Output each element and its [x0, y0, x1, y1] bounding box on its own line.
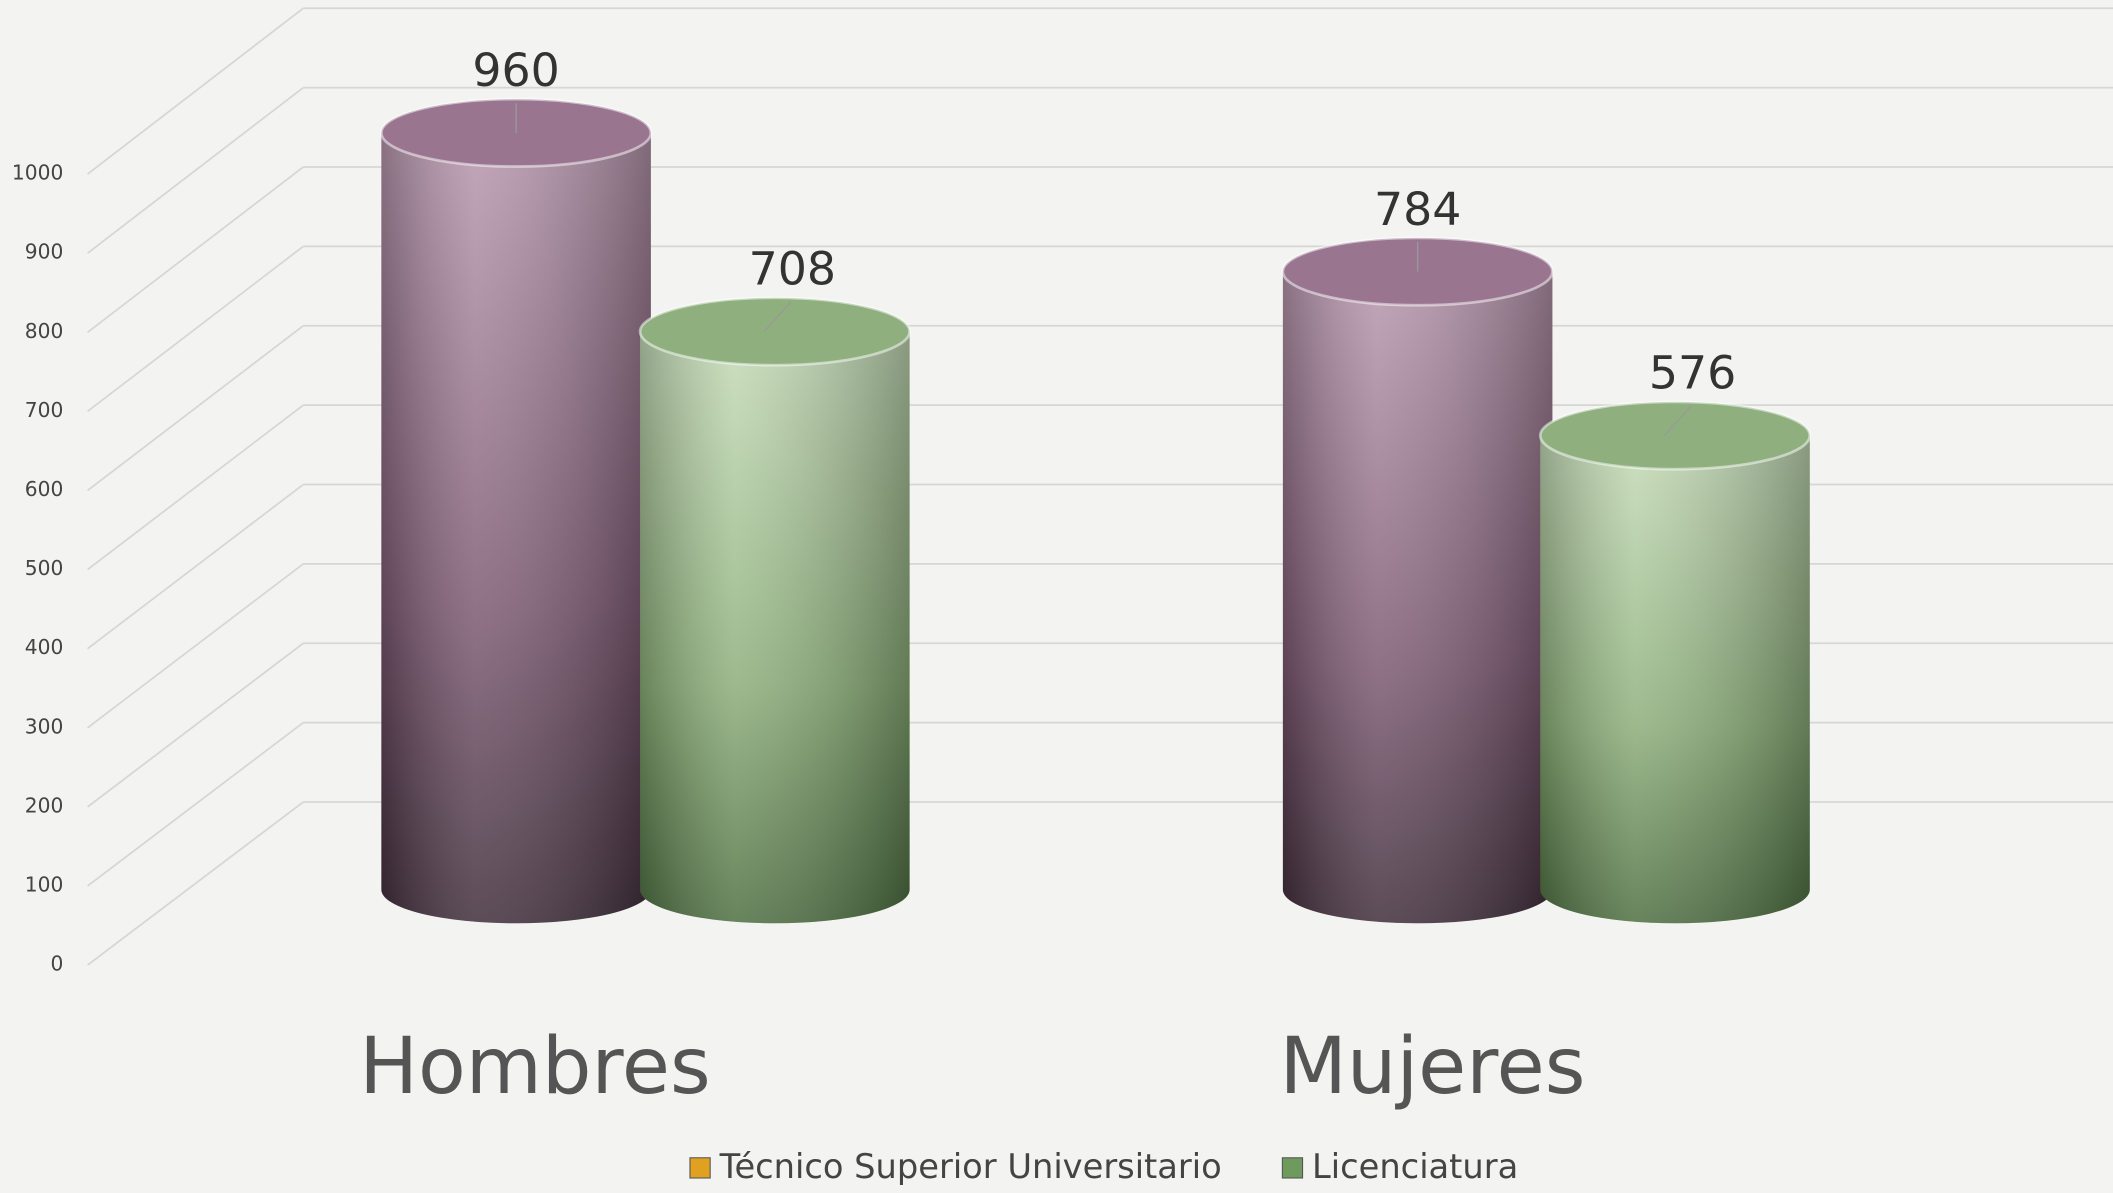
legend-label: Técnico Superior Universitario: [719, 1147, 1222, 1186]
grid-line: [87, 166, 304, 333]
legend-swatch: [1281, 1157, 1304, 1179]
legend-swatch: [689, 1157, 711, 1179]
bar-top: [1538, 400, 1812, 471]
value-label: 576: [1649, 346, 1736, 400]
grid-line: [87, 483, 304, 650]
value-label: 784: [1374, 182, 1461, 236]
legend-label: Licenciatura: [1312, 1147, 1518, 1186]
grid-line: [87, 721, 304, 887]
y-tick-label: 900: [25, 240, 64, 264]
bar-top: [638, 296, 911, 367]
y-tick-label: 500: [25, 556, 64, 580]
leader-line: [1663, 405, 1692, 436]
grid-line: [87, 404, 304, 571]
leader-line: [763, 301, 792, 332]
y-tick-label: 300: [25, 714, 64, 738]
y-tick-label: 600: [25, 477, 64, 501]
y-tick-label: 400: [25, 635, 64, 659]
value-label: 708: [749, 242, 836, 296]
grid-line: [87, 325, 304, 492]
grid-line: [87, 7, 304, 175]
grid-line: [87, 86, 304, 254]
y-tick-label: 700: [25, 398, 64, 422]
bar-top: [1281, 236, 1554, 307]
grid-line: [87, 245, 304, 413]
y-tick-label: 1000: [12, 161, 63, 185]
x-tick-label: Mujeres: [1280, 1021, 1586, 1112]
grid-line: [87, 801, 304, 966]
bar-shade: [1540, 435, 1810, 924]
y-tick-label: 200: [25, 793, 64, 817]
y-tick-label: 0: [50, 952, 63, 976]
bar-shade: [640, 331, 910, 924]
grid-line: [87, 563, 304, 729]
value-label: 960: [472, 43, 559, 97]
bar-shade: [381, 132, 651, 924]
grid-line: [87, 642, 304, 808]
bar-shade: [1282, 271, 1553, 924]
y-tick-label: 100: [25, 872, 64, 896]
y-tick-label: 800: [25, 319, 64, 343]
x-tick-label: Hombres: [359, 1021, 710, 1112]
